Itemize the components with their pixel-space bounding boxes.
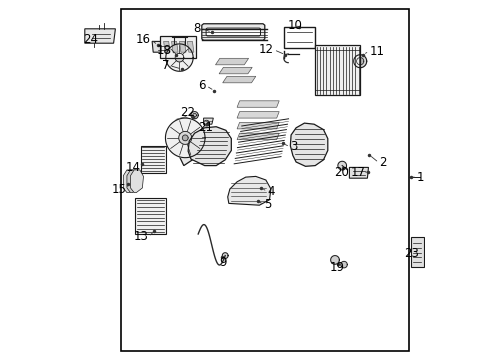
Polygon shape bbox=[171, 117, 201, 166]
Polygon shape bbox=[152, 41, 172, 52]
Polygon shape bbox=[179, 131, 192, 144]
Text: 17: 17 bbox=[351, 166, 366, 179]
Polygon shape bbox=[85, 29, 116, 43]
Polygon shape bbox=[291, 123, 328, 166]
Polygon shape bbox=[222, 76, 256, 83]
Text: 12: 12 bbox=[259, 43, 274, 56]
Polygon shape bbox=[204, 118, 213, 124]
Polygon shape bbox=[188, 127, 231, 166]
Polygon shape bbox=[228, 176, 271, 205]
Polygon shape bbox=[204, 120, 209, 126]
Polygon shape bbox=[349, 167, 368, 178]
Text: 7: 7 bbox=[162, 59, 170, 72]
Text: 20: 20 bbox=[334, 166, 349, 179]
Text: 24: 24 bbox=[83, 33, 98, 46]
Polygon shape bbox=[206, 28, 261, 36]
Text: 1: 1 bbox=[417, 171, 424, 184]
Polygon shape bbox=[357, 58, 364, 65]
Polygon shape bbox=[179, 41, 186, 52]
Polygon shape bbox=[135, 198, 166, 234]
Polygon shape bbox=[160, 36, 196, 58]
Text: 2: 2 bbox=[379, 156, 387, 169]
Text: 21: 21 bbox=[198, 121, 213, 134]
Text: 6: 6 bbox=[198, 79, 206, 92]
Polygon shape bbox=[237, 122, 279, 129]
Polygon shape bbox=[193, 113, 196, 117]
Polygon shape bbox=[172, 41, 178, 52]
Text: 16: 16 bbox=[136, 33, 151, 46]
Polygon shape bbox=[216, 58, 248, 65]
Polygon shape bbox=[222, 253, 228, 258]
Polygon shape bbox=[187, 41, 194, 52]
Polygon shape bbox=[191, 112, 198, 119]
Text: 8: 8 bbox=[194, 22, 201, 35]
Polygon shape bbox=[130, 170, 144, 193]
Polygon shape bbox=[341, 261, 347, 268]
Text: 22: 22 bbox=[181, 106, 196, 119]
Polygon shape bbox=[338, 161, 346, 170]
Polygon shape bbox=[284, 27, 315, 48]
Polygon shape bbox=[237, 101, 279, 107]
Text: 18: 18 bbox=[156, 44, 171, 57]
Text: 13: 13 bbox=[134, 230, 148, 243]
Polygon shape bbox=[127, 170, 140, 193]
Polygon shape bbox=[182, 135, 188, 141]
Text: 9: 9 bbox=[219, 256, 226, 269]
Polygon shape bbox=[141, 146, 166, 173]
Text: 15: 15 bbox=[112, 183, 127, 195]
Text: 3: 3 bbox=[290, 140, 297, 153]
Polygon shape bbox=[202, 24, 265, 40]
Text: 23: 23 bbox=[404, 247, 419, 260]
Polygon shape bbox=[175, 53, 184, 62]
Text: 5: 5 bbox=[264, 198, 271, 211]
Polygon shape bbox=[331, 256, 339, 264]
Text: 11: 11 bbox=[369, 45, 384, 58]
Polygon shape bbox=[219, 67, 252, 74]
Text: 19: 19 bbox=[329, 261, 344, 274]
Polygon shape bbox=[123, 170, 136, 193]
Polygon shape bbox=[237, 112, 279, 118]
Text: 10: 10 bbox=[287, 19, 302, 32]
Polygon shape bbox=[315, 45, 360, 95]
Polygon shape bbox=[354, 55, 367, 68]
Bar bbox=[121, 9, 409, 351]
Polygon shape bbox=[411, 237, 424, 267]
Text: 4: 4 bbox=[268, 185, 275, 198]
Polygon shape bbox=[166, 118, 205, 158]
Polygon shape bbox=[166, 44, 193, 71]
Text: 14: 14 bbox=[125, 161, 141, 174]
Polygon shape bbox=[237, 133, 279, 140]
Polygon shape bbox=[164, 41, 170, 52]
